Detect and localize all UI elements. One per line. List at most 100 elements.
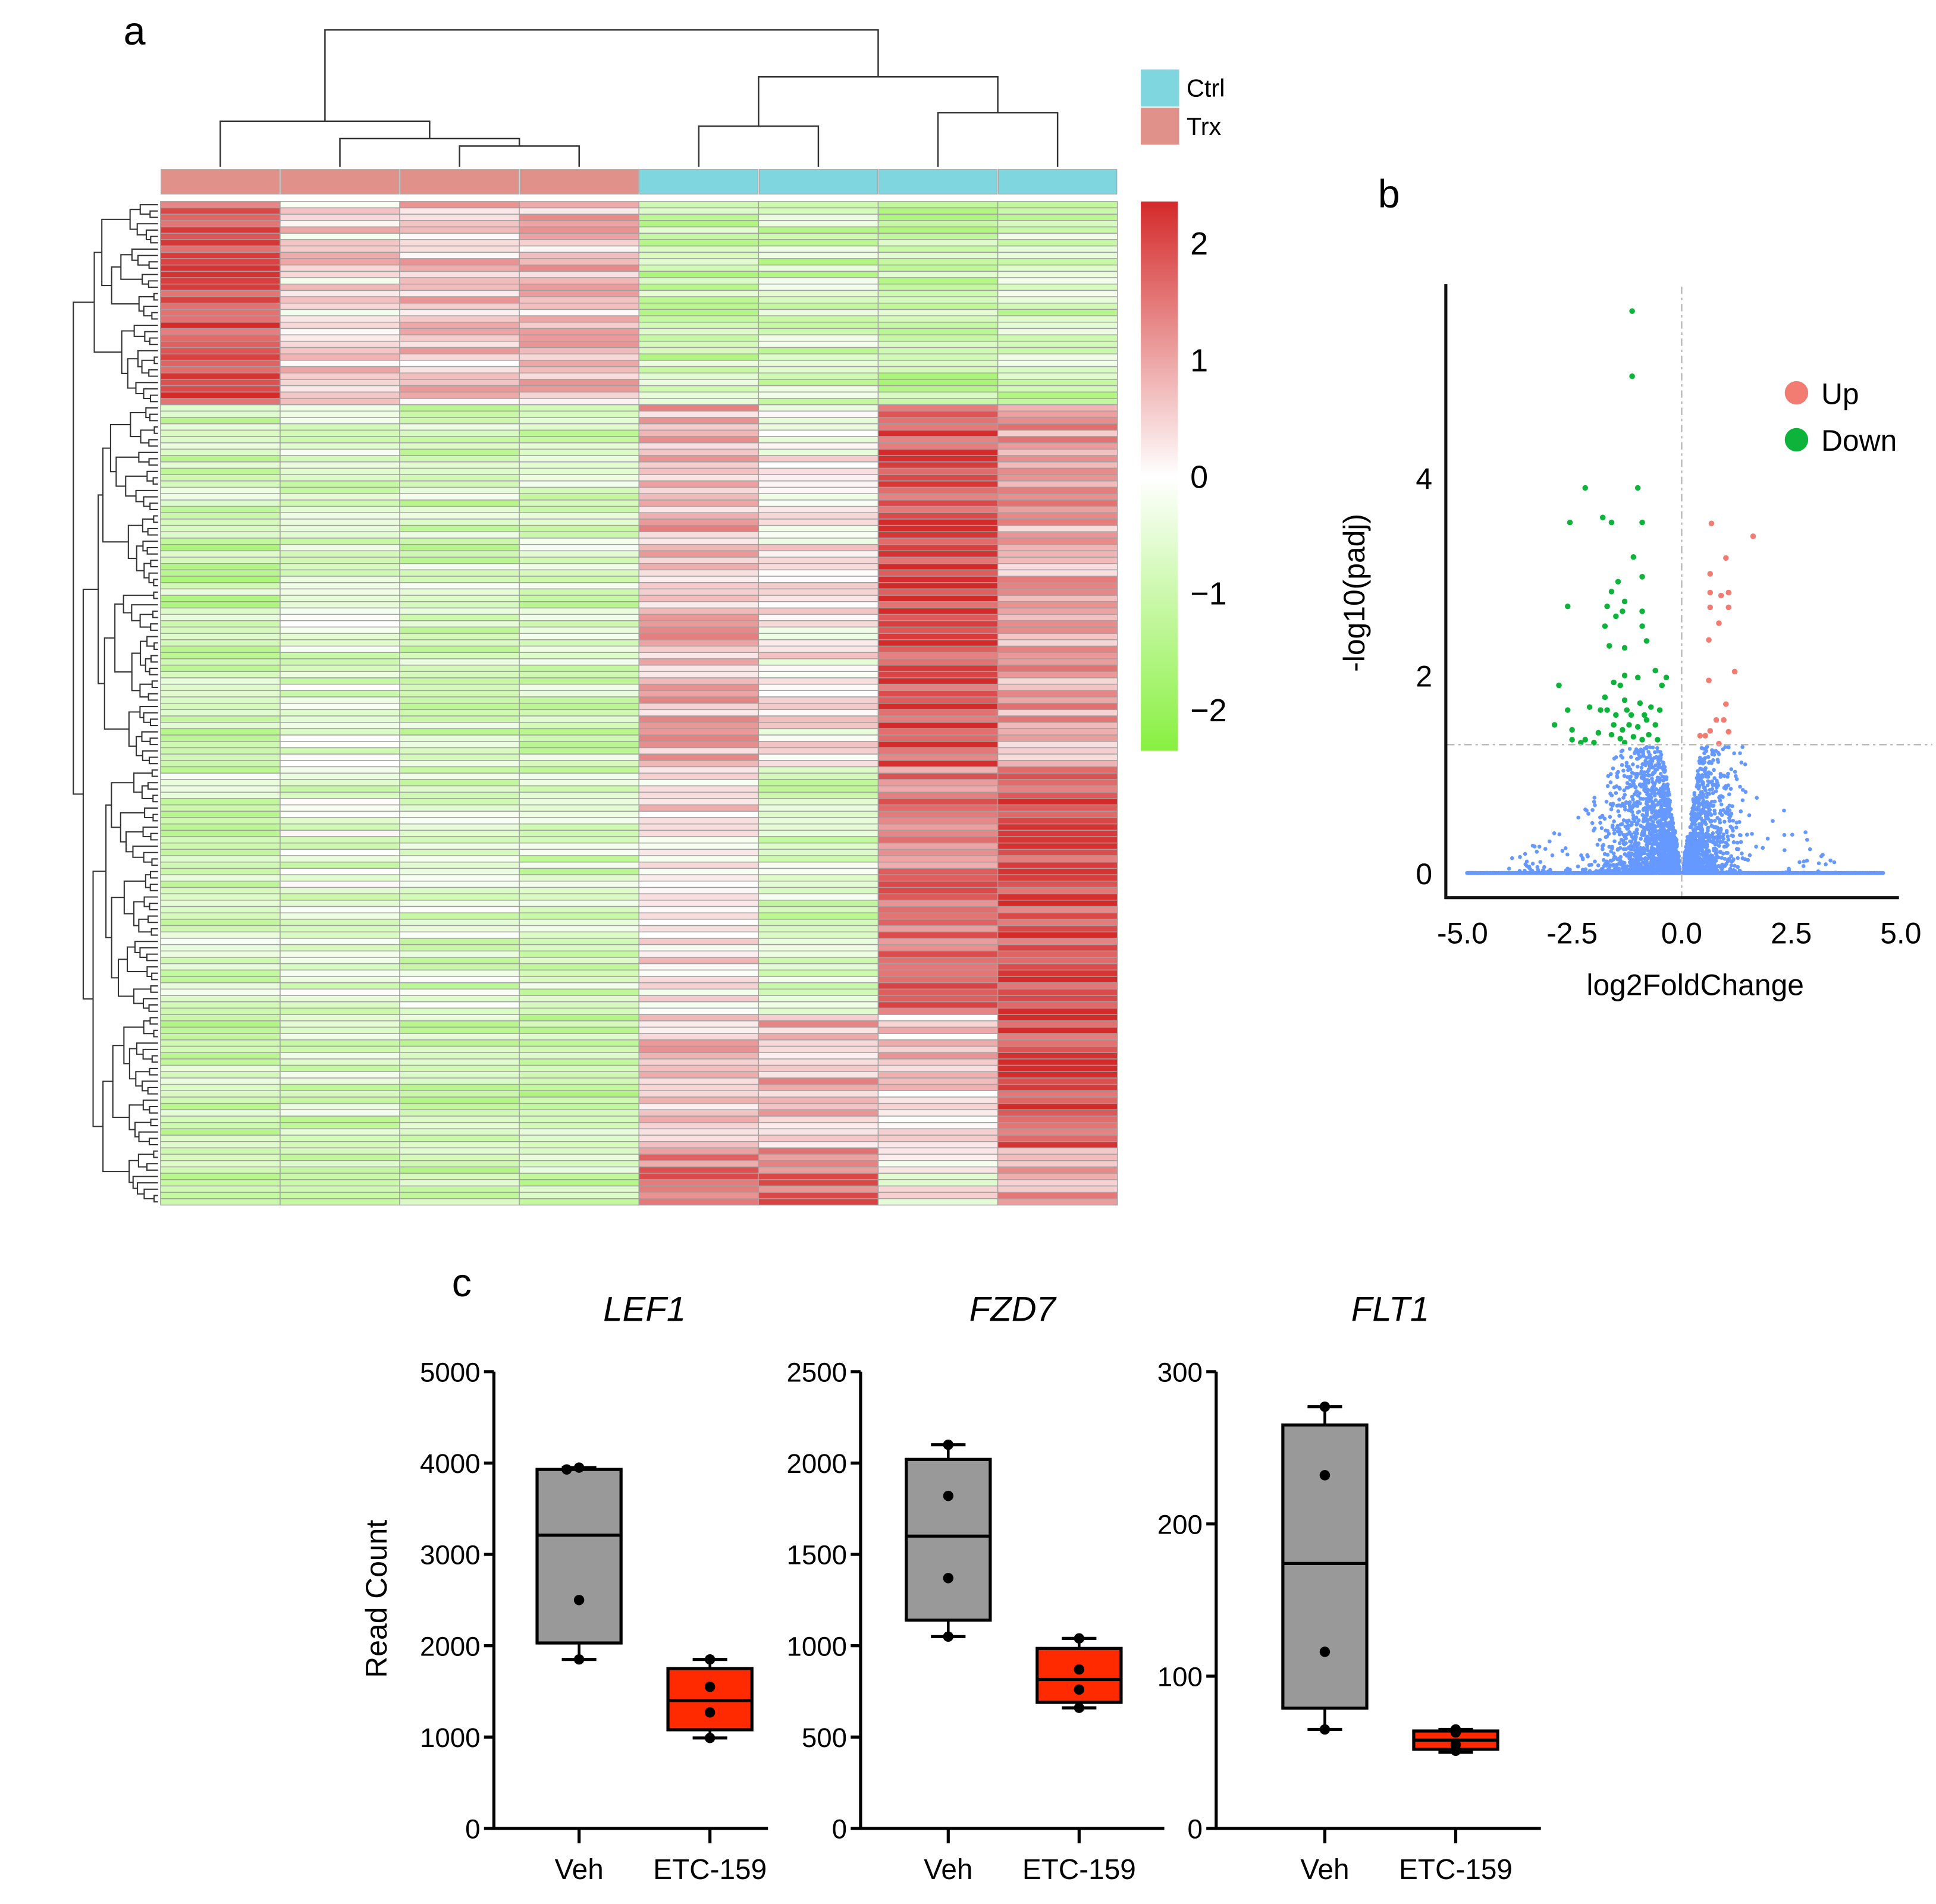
heatmap-cell	[399, 423, 520, 431]
heatmap-cell	[399, 601, 520, 609]
row-dendrogram-link	[143, 1188, 158, 1199]
heatmap-cell	[758, 804, 879, 812]
heatmap-cell	[160, 919, 281, 926]
point-nonsig	[1721, 808, 1726, 812]
point-nonsig	[1715, 786, 1719, 790]
heatmap-cell	[758, 836, 879, 844]
row-dendrogram-link	[105, 804, 112, 938]
heatmap-cell	[997, 734, 1118, 742]
heatmap-cell	[997, 868, 1118, 875]
point-nonsig	[1878, 871, 1882, 875]
colorbar	[1141, 201, 1178, 751]
heatmap-cell	[399, 1052, 520, 1060]
heatmap-cell	[877, 436, 999, 444]
heatmap-cell	[160, 322, 281, 329]
heatmap-cell	[877, 423, 999, 431]
row-dendrogram-link	[146, 470, 158, 482]
heatmap-cell	[997, 1147, 1118, 1155]
heatmap-cell	[160, 404, 281, 412]
heatmap-cell	[280, 582, 400, 590]
heatmap-cell	[519, 480, 640, 488]
heatmap-cell	[997, 696, 1118, 704]
heatmap-cell	[399, 823, 520, 831]
point-nonsig	[1608, 780, 1613, 784]
point-nonsig	[1717, 752, 1721, 756]
heatmap-cell	[280, 569, 400, 577]
heatmap-cell	[519, 772, 640, 780]
heatmap-cell	[399, 417, 520, 425]
heatmap-cell	[638, 1179, 760, 1187]
heatmap-cell	[399, 779, 520, 787]
heatmap-cell	[280, 607, 400, 615]
row-dendrogram-link	[153, 356, 158, 365]
heatmap-cell	[399, 1185, 520, 1193]
row-dendrogram-link	[151, 769, 158, 777]
point-nonsig	[1657, 776, 1662, 780]
annotation-trx	[400, 169, 519, 195]
heatmap-cell	[280, 334, 400, 342]
row-dendrogram-link	[147, 527, 158, 536]
heatmap-cell	[997, 467, 1118, 475]
point-nonsig	[1634, 747, 1639, 752]
point-nonsig	[1805, 859, 1809, 863]
heatmap-cell	[758, 283, 879, 291]
heatmap-cell	[160, 207, 281, 215]
point-nonsig	[1735, 840, 1740, 845]
heatmap-cell	[519, 601, 640, 609]
heatmap-cell	[399, 347, 520, 354]
heatmap-cell	[877, 341, 999, 348]
heatmap-cell	[758, 461, 879, 469]
heatmap-cell	[877, 379, 999, 387]
heatmap-cell	[280, 588, 400, 596]
heatmap-cell	[160, 245, 281, 253]
heatmap-cell	[519, 245, 640, 253]
heatmap-cell	[280, 671, 400, 678]
heatmap-cell	[519, 842, 640, 850]
row-dendrogram-link	[150, 560, 158, 568]
point-nonsig	[1701, 798, 1706, 803]
heatmap-cell	[997, 245, 1118, 253]
heatmap-cell	[280, 791, 400, 799]
heatmap-cell	[997, 842, 1118, 850]
heatmap-cell	[399, 486, 520, 494]
heatmap-cell	[997, 931, 1118, 939]
heatmap-cell	[997, 1154, 1118, 1161]
point-nonsig	[1668, 807, 1673, 812]
heatmap-cell	[638, 1090, 760, 1098]
point-nonsig	[1655, 767, 1659, 771]
point-nonsig	[1726, 812, 1731, 816]
heatmap-cell	[638, 569, 760, 577]
heatmap-cell	[399, 519, 520, 526]
heatmap-cell	[280, 436, 400, 444]
point-nonsig	[1796, 871, 1801, 875]
row-dendrogram-link	[123, 595, 154, 614]
heatmap-cell	[997, 855, 1118, 863]
point-nonsig	[1857, 871, 1862, 875]
heatmap-cell	[638, 614, 760, 621]
row-dendrogram-link	[131, 604, 158, 621]
point-nonsig	[1609, 846, 1614, 851]
heatmap-cell	[758, 1192, 879, 1199]
heatmap-cell	[160, 524, 281, 533]
heatmap-cell	[997, 1109, 1118, 1117]
heatmap-cell	[758, 448, 879, 456]
point-nonsig	[1584, 808, 1589, 813]
heatmap-cell	[997, 296, 1118, 304]
heatmap-cell	[638, 519, 760, 526]
heatmap-cell	[399, 944, 520, 952]
point-nonsig	[1639, 765, 1644, 770]
heatmap-cell	[638, 900, 760, 907]
heatmap-cell	[280, 1160, 400, 1168]
heatmap-cell	[877, 626, 999, 634]
point-nonsig	[1714, 789, 1718, 794]
point-nonsig	[1649, 815, 1653, 820]
heatmap-cell	[519, 1121, 640, 1130]
heatmap-cell	[997, 607, 1118, 615]
heatmap-cell	[519, 791, 640, 799]
point-nonsig	[1740, 744, 1744, 749]
heatmap-cell	[877, 410, 999, 418]
heatmap-cell	[519, 576, 640, 583]
heatmap-cell	[997, 1192, 1118, 1199]
heatmap-cell	[877, 1039, 999, 1047]
